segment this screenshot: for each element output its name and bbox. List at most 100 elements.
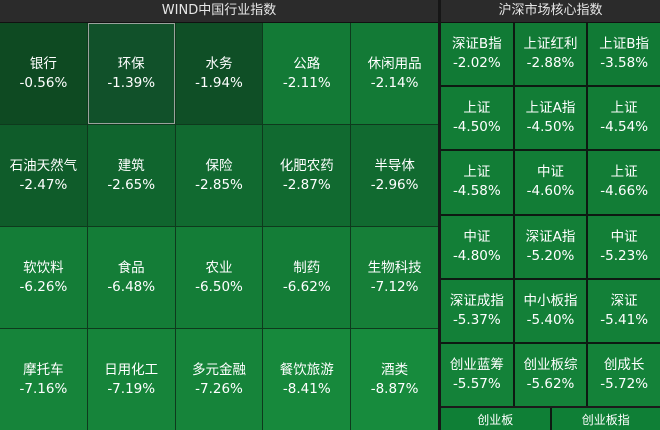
industry-tile-name: 生物科技 bbox=[367, 259, 422, 276]
industry-tile[interactable]: 农业 -6.50% bbox=[175, 227, 263, 328]
chinext-tab[interactable]: 创业板 bbox=[441, 408, 550, 430]
core-index-panel: 沪深市场核心指数 深证B指 -2.02% 上证红利 -2.88% 上证B指 -3.58% 上… bbox=[441, 0, 660, 430]
industry-tile[interactable]: 食品 -6.48% bbox=[87, 227, 175, 328]
core-index-tile-name: 深证A指 bbox=[525, 228, 576, 245]
core-index-tile[interactable]: 深证成指 -5.37% bbox=[441, 279, 513, 342]
industry-tile-name: 水务 bbox=[205, 55, 233, 72]
industry-tile[interactable]: 半导体 -2.96% bbox=[351, 125, 438, 226]
industry-tile-change: -1.39% bbox=[107, 74, 156, 91]
industry-panel-title: WIND中国行业指数 bbox=[0, 0, 438, 23]
industry-tile[interactable]: 水务 -1.94% bbox=[175, 23, 263, 124]
industry-tile[interactable]: 酒类 -8.87% bbox=[351, 329, 438, 430]
industry-tile-change: -2.96% bbox=[370, 176, 419, 193]
chinext-index-tab[interactable]: 创业板指 bbox=[551, 408, 660, 430]
core-index-tile-name: 上证 bbox=[610, 100, 638, 117]
core-index-tile-name: 上证B指 bbox=[599, 36, 650, 53]
industry-tile-change: -2.47% bbox=[19, 176, 68, 193]
core-index-tile-change: -3.58% bbox=[600, 55, 649, 72]
core-index-tile[interactable]: 创业蓝筹 -5.57% bbox=[441, 343, 513, 406]
industry-tile-name: 公路 bbox=[293, 55, 321, 72]
industry-tile-change: -6.26% bbox=[19, 278, 68, 295]
core-index-tile-name: 深证B指 bbox=[451, 36, 502, 53]
industry-tile[interactable]: 公路 -2.11% bbox=[263, 23, 351, 124]
industry-tile-change: -6.50% bbox=[195, 278, 243, 295]
core-index-heatmap: 深证B指 -2.02% 上证红利 -2.88% 上证B指 -3.58% 上证 -4.50% 上证… bbox=[441, 23, 660, 406]
core-index-tile-change: -5.23% bbox=[600, 247, 649, 264]
core-index-tile[interactable]: 深证 -5.41% bbox=[588, 279, 660, 342]
industry-tile-change: -2.14% bbox=[370, 74, 419, 91]
industry-tile[interactable]: 环保 -1.39% bbox=[87, 23, 175, 124]
industry-tile-name: 环保 bbox=[117, 55, 145, 72]
core-index-tile-change: -4.50% bbox=[452, 119, 501, 136]
industry-tile[interactable]: 化肥农药 -2.87% bbox=[263, 125, 351, 226]
core-index-tile-name: 中证 bbox=[610, 228, 638, 245]
core-index-tile-name: 上证A指 bbox=[525, 100, 576, 117]
industry-tile[interactable]: 生物科技 -7.12% bbox=[351, 227, 438, 328]
industry-tile-name: 食品 bbox=[117, 259, 145, 276]
industry-tile[interactable]: 多元金融 -7.26% bbox=[175, 329, 263, 430]
industry-tile-change: -7.26% bbox=[195, 380, 243, 397]
core-index-tile[interactable]: 中证 -4.80% bbox=[441, 215, 513, 278]
core-index-tile[interactable]: 中小板指 -5.40% bbox=[514, 279, 587, 342]
bottom-index-row: 创业板 创业板指 bbox=[441, 408, 660, 430]
core-index-tile-name: 上证 bbox=[463, 100, 491, 117]
industry-tile-name: 日用化工 bbox=[104, 361, 159, 378]
core-index-tile[interactable]: 深证B指 -2.02% bbox=[441, 23, 513, 86]
industry-tile-name: 软饮料 bbox=[23, 259, 64, 276]
industry-tile-name: 餐饮旅游 bbox=[279, 361, 334, 378]
industry-tile-change: -6.48% bbox=[107, 278, 156, 295]
core-index-tile[interactable]: 上证 -4.50% bbox=[441, 87, 513, 150]
core-index-tile[interactable]: 上证B指 -3.58% bbox=[588, 23, 660, 86]
core-index-tile[interactable]: 深证A指 -5.20% bbox=[514, 215, 587, 278]
core-index-tile[interactable]: 创成长 -5.72% bbox=[588, 343, 660, 406]
core-index-tile-change: -5.37% bbox=[452, 311, 501, 328]
core-index-tile-change: -5.41% bbox=[600, 311, 649, 328]
core-index-tile[interactable]: 中证 -5.23% bbox=[588, 215, 660, 278]
core-index-tile-name: 深证 bbox=[610, 292, 638, 309]
industry-tile-change: -7.16% bbox=[19, 380, 68, 397]
core-index-tile-change: -5.62% bbox=[526, 375, 575, 392]
industry-tile[interactable]: 建筑 -2.65% bbox=[87, 125, 175, 226]
industry-tile-name: 酒类 bbox=[381, 361, 409, 378]
industry-tile-name: 半导体 bbox=[374, 157, 415, 174]
core-index-tile-name: 中证 bbox=[536, 164, 564, 181]
core-index-tile-change: -4.66% bbox=[600, 183, 649, 200]
core-index-tile-change: -5.40% bbox=[526, 311, 575, 328]
industry-tile-name: 休闲用品 bbox=[367, 55, 422, 72]
industry-tile-change: -7.19% bbox=[107, 380, 156, 397]
core-index-tile[interactable]: 上证 -4.66% bbox=[588, 151, 660, 214]
core-index-tile-name: 上证红利 bbox=[523, 36, 578, 53]
core-index-tile-change: -2.88% bbox=[526, 55, 575, 72]
industry-tile[interactable]: 银行 -0.56% bbox=[0, 23, 87, 124]
industry-tile[interactable]: 石油天然气 -2.47% bbox=[0, 125, 87, 226]
core-index-tile-change: -4.60% bbox=[526, 183, 575, 200]
core-panel-title: 沪深市场核心指数 bbox=[441, 0, 660, 23]
industry-tile-change: -8.41% bbox=[282, 380, 331, 397]
core-index-tile[interactable]: 上证红利 -2.88% bbox=[514, 23, 587, 86]
industry-tile[interactable]: 摩托车 -7.16% bbox=[0, 329, 87, 430]
industry-tile-name: 银行 bbox=[29, 55, 57, 72]
core-index-tile-name: 上证 bbox=[463, 164, 491, 181]
industry-tile[interactable]: 制药 -6.62% bbox=[263, 227, 351, 328]
industry-tile[interactable]: 软饮料 -6.26% bbox=[0, 227, 87, 328]
industry-heatmap: 银行 -0.56% 环保 -1.39% 水务 -1.94% 公路 -2.11% 休闲用品 -2.1… bbox=[0, 23, 438, 430]
industry-tile-name: 多元金融 bbox=[191, 361, 246, 378]
industry-tile[interactable]: 餐饮旅游 -8.41% bbox=[263, 329, 351, 430]
industry-tile[interactable]: 日用化工 -7.19% bbox=[87, 329, 175, 430]
core-index-tile[interactable]: 上证A指 -4.50% bbox=[514, 87, 587, 150]
core-index-tile-change: -5.57% bbox=[452, 375, 501, 392]
industry-tile-name: 化肥农药 bbox=[279, 157, 334, 174]
core-index-tile-change: -4.50% bbox=[526, 119, 575, 136]
core-index-tile[interactable]: 上证 -4.58% bbox=[441, 151, 513, 214]
core-index-tile[interactable]: 创业板综 -5.62% bbox=[514, 343, 587, 406]
core-index-tile-name: 创成长 bbox=[603, 356, 645, 373]
industry-tile[interactable]: 休闲用品 -2.14% bbox=[351, 23, 438, 124]
core-index-tile[interactable]: 中证 -4.60% bbox=[514, 151, 587, 214]
core-index-tile-name: 中小板指 bbox=[523, 292, 578, 309]
core-index-tile-change: -4.58% bbox=[452, 183, 501, 200]
industry-tile-change: -6.62% bbox=[282, 278, 331, 295]
core-index-tile[interactable]: 上证 -4.54% bbox=[588, 87, 660, 150]
industry-tile[interactable]: 保险 -2.85% bbox=[175, 125, 263, 226]
industry-tile-change: -0.56% bbox=[19, 74, 68, 91]
industry-tile-change: -2.87% bbox=[282, 176, 331, 193]
